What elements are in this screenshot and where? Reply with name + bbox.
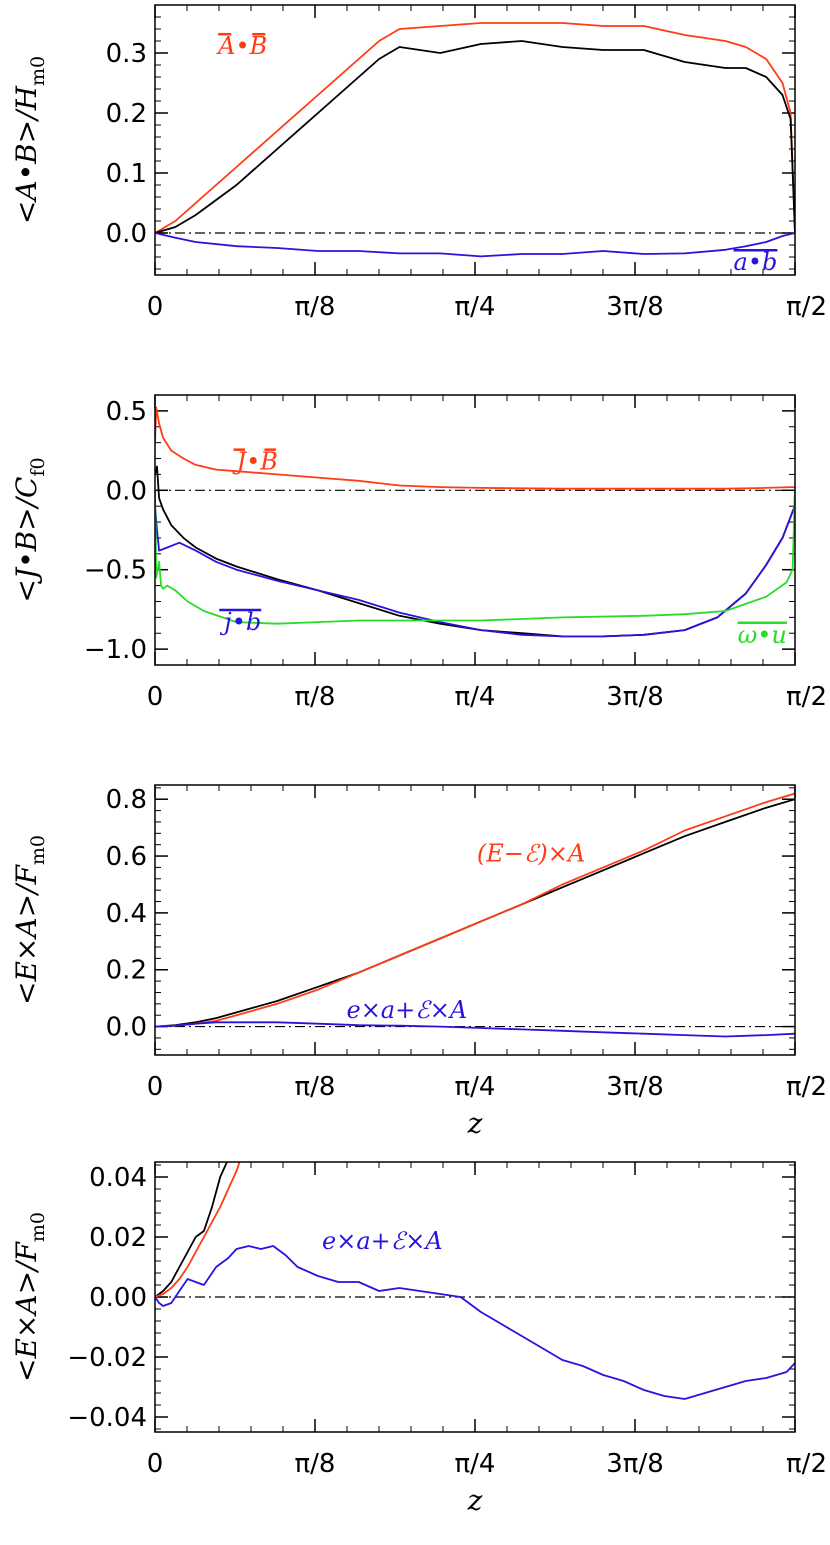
x-tick-label: π/2 [786,1449,827,1479]
x-tick-label: 0 [147,292,164,322]
series-line-black [155,798,795,1028]
series-line-green [155,490,795,625]
x-tick-label: π/2 [786,682,827,712]
plot-frame [154,784,796,1056]
x-axis-label: z [467,1107,483,1140]
x-tick-label: 3π/8 [606,292,664,322]
x-tick-label: 0 [147,682,164,712]
series-line-black [155,1162,228,1298]
y-tick-label: 0.2 [106,99,147,129]
series-line-red [155,792,795,1028]
series-line-blue [155,1021,795,1038]
x-tick-label: 3π/8 [606,1449,664,1479]
y-tick-label: 0.1 [106,159,147,189]
x-tick-label: π/8 [295,292,336,322]
y-tick-label: 0.2 [106,956,147,986]
panel-helicity: 0.0 0.1 0.2 0.3 0 π/8 π/4 3π/8 π/2 A•B a•b <A•B>/Hm… [10,4,827,322]
x-tick-label: 3π/8 [606,682,664,712]
panel-helicity-flux: 0.0 0.2 0.4 0.6 0.8 0 π/8 π/4 3π/8 π/2 (E−ℰ)×A e×a+… [10,784,827,1140]
x-tick-label: π/4 [455,1449,496,1479]
series-line-blue [155,232,795,258]
x-tick-label: π/2 [786,292,827,322]
y-tick-label: 0.6 [106,842,147,872]
y-tick-label: 0.00 [89,1283,147,1313]
annotation-label: A•B [216,32,267,60]
y-axis-label: <A•B>/Hm0 [10,56,49,224]
annotation-label: a•b [734,248,778,276]
y-axis-label: <E×A>/Fm0 [10,1212,49,1382]
annotation-label: e×a+ℰ×A [322,1227,443,1255]
y-tick-label: −1.0 [84,635,147,665]
annotation-label: (E−ℰ)×A [477,840,585,868]
y-tick-label: 0.8 [106,785,147,815]
annotation-label: ω•u [738,621,787,649]
x-tick-label: π/8 [295,682,336,712]
series-line-red [155,406,795,490]
panel-helicity-flux-zoom: −0.04 −0.02 0.00 0.02 0.04 0 π/8 π/4 3π/8 π/2 e×a+… [10,1161,827,1517]
y-axis-label: <J•B>/Cf0 [10,457,49,602]
y-tick-label: −0.02 [67,1343,147,1373]
x-axis-label: z [467,1484,483,1517]
x-tick-label: π/4 [455,292,496,322]
y-tick-label: 0.0 [106,1013,147,1043]
x-tick-label: π/8 [295,1072,336,1102]
plot-frame [154,4,796,276]
y-tick-label: −0.5 [84,556,147,586]
x-tick-label: π/4 [455,682,496,712]
x-tick-label: 0 [147,1072,164,1102]
x-tick-label: π/4 [455,1072,496,1102]
y-tick-label: 0.5 [106,397,147,427]
x-tick-label: 0 [147,1449,164,1479]
plot-frame [154,1161,796,1433]
series-line-red [155,22,795,234]
y-tick-label: 0.02 [89,1223,147,1253]
y-axis-label: <E×A>/Fm0 [10,835,49,1005]
y-tick-label: 0.04 [89,1163,147,1193]
y-tick-label: 0.3 [106,39,147,69]
x-tick-label: π/2 [786,1072,827,1102]
y-tick-label: 0.0 [106,219,147,249]
series-line-blue [155,1245,795,1400]
y-tick-label: 0.4 [106,899,147,929]
series-line-blue [155,490,795,638]
series-line-black [155,40,795,234]
annotation-label: e×a+ℰ×A [346,996,467,1024]
y-tick-label: 0.0 [106,476,147,506]
x-tick-label: π/8 [295,1449,336,1479]
panel-current-helicity: −1.0 −0.5 0.0 0.5 0 π/8 π/4 3π/8 π/2 J•B j•b ω•u <J•… [10,394,827,712]
annotation-label: J•B [231,448,277,476]
plot-frame [154,394,796,666]
x-tick-label: 3π/8 [606,1072,664,1102]
y-tick-label: −0.04 [67,1403,147,1433]
series-line-red [155,1162,241,1298]
annotation-label: j•b [219,608,261,636]
